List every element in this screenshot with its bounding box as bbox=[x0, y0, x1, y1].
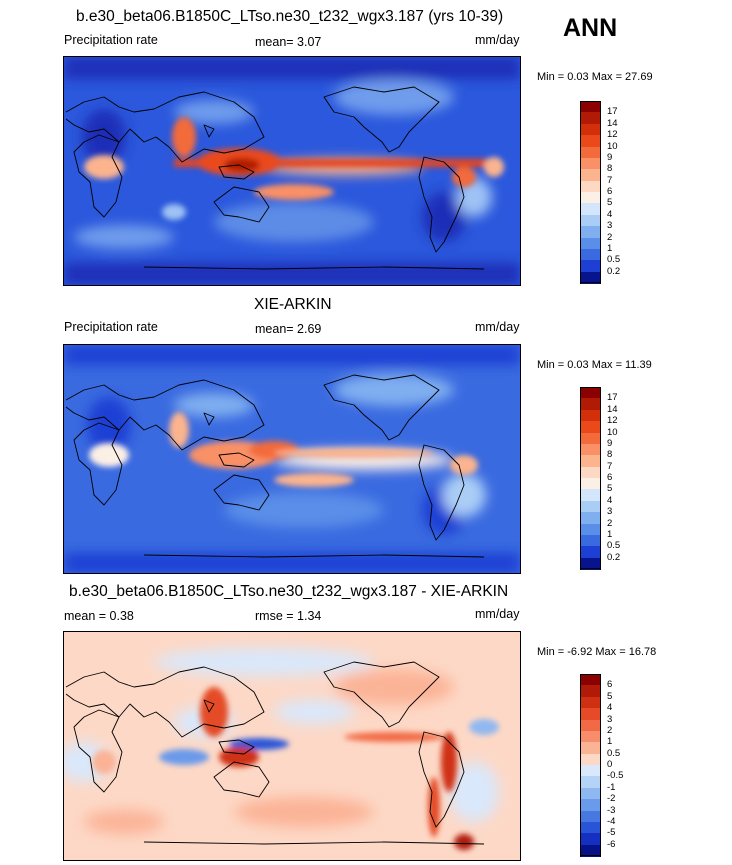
panel2-variable-label: Precipitation rate bbox=[64, 320, 158, 334]
panel2-map bbox=[63, 344, 521, 574]
colorbar-tick-label: 4 bbox=[607, 494, 613, 506]
colorbar-tick-label: 2 bbox=[607, 231, 613, 243]
colorbar-tick-label: 9 bbox=[607, 437, 613, 449]
colorbar-tick-label: 0.5 bbox=[607, 254, 621, 266]
colorbar-tick-label: 14 bbox=[607, 403, 618, 415]
panel1-variable-label: Precipitation rate bbox=[64, 33, 158, 47]
panel2-mean-label: mean= 2.69 bbox=[255, 322, 322, 336]
colorbar-tick-label: 0 bbox=[607, 759, 613, 770]
panel1-map-field bbox=[64, 57, 520, 285]
panel1-mean-label: mean= 3.07 bbox=[255, 35, 322, 49]
panel3-title: b.e30_beta06.B1850C_LTso.ne30_t232_wgx3.… bbox=[69, 583, 509, 600]
colorbar-tick-label: 4 bbox=[607, 702, 613, 714]
colorbar-tick-label: 5 bbox=[607, 197, 613, 209]
colorbar-tick-label: 3 bbox=[607, 220, 613, 232]
colorbar-tick-label: 4 bbox=[607, 208, 613, 220]
colorbar-tick-label: -2 bbox=[607, 793, 616, 805]
colorbar-tick-label: -5 bbox=[607, 827, 616, 839]
season-label: ANN bbox=[563, 14, 618, 42]
panel1-minmax-label: Min = 0.03 Max = 27.69 bbox=[537, 71, 653, 83]
panel3-colorbar: 6 5 4 3 2 1 0.5 0 -0.5 -1 -2 -3 -4 -5 -6 bbox=[580, 674, 640, 857]
colorbar-tick-label: 7 bbox=[607, 174, 613, 186]
panel3-minmax-label: Min = -6.92 Max = 16.78 bbox=[537, 646, 657, 658]
colorbar-tick-label: 7 bbox=[607, 460, 613, 472]
colorbar-tick-label: 0.5 bbox=[607, 540, 621, 552]
colorbar-tick-label: 0.5 bbox=[607, 747, 621, 759]
colorbar-tick-label: 2 bbox=[607, 517, 613, 529]
colorbar-tick-label: 6 bbox=[607, 186, 613, 197]
colorbar-tick-label: 3 bbox=[607, 506, 613, 518]
panel1-colorbar: 17 14 12 10 9 8 7 6 5 4 3 2 1 0.5 0.2 bbox=[580, 101, 640, 284]
panel2-units-label: mm/day bbox=[475, 320, 520, 334]
panel3-units-label: mm/day bbox=[475, 607, 520, 621]
colorbar-tick-label: 0.2 bbox=[607, 551, 621, 563]
colorbar-tick-label: 8 bbox=[607, 449, 613, 461]
colorbar-tick-label: 1 bbox=[607, 528, 613, 540]
panel2-colorbar-frame bbox=[580, 387, 601, 569]
panel1-title: b.e30_beta06.B1850C_LTso.ne30_t232_wgx3.… bbox=[76, 8, 504, 25]
panel2-minmax-label: Min = 0.03 Max = 11.39 bbox=[537, 359, 652, 371]
panel3-map-field bbox=[64, 632, 520, 860]
colorbar-tick-label: 5 bbox=[607, 690, 613, 702]
panel3-map bbox=[63, 631, 521, 861]
colorbar-tick-label: 10 bbox=[607, 140, 618, 152]
colorbar-tick-label: 5 bbox=[607, 483, 613, 495]
colorbar-tick-label: 12 bbox=[607, 129, 618, 141]
colorbar-tick-label: -3 bbox=[607, 804, 616, 816]
panel2-title: XIE-ARKIN bbox=[254, 296, 332, 313]
colorbar-tick-label: 8 bbox=[607, 163, 613, 175]
colorbar-tick-label: -1 bbox=[607, 781, 616, 793]
colorbar-tick-label: 1 bbox=[607, 736, 613, 748]
panel1-units-label: mm/day bbox=[475, 33, 520, 47]
colorbar-tick-label: 17 bbox=[607, 392, 618, 404]
colorbar-tick-label: 17 bbox=[607, 106, 618, 118]
colorbar-tick-label: 1 bbox=[607, 242, 613, 254]
colorbar-tick-label: -0.5 bbox=[607, 770, 624, 782]
colorbar-tick-label: 6 bbox=[607, 472, 613, 483]
panel3-mean-label: mean = 0.38 bbox=[64, 609, 134, 623]
panel3-colorbar-frame bbox=[580, 674, 601, 856]
colorbar-tick-label: 3 bbox=[607, 713, 613, 725]
panel2-map-field bbox=[64, 345, 520, 573]
colorbar-tick-label: 12 bbox=[607, 415, 618, 427]
colorbar-tick-label: 14 bbox=[607, 117, 618, 129]
colorbar-tick-label: 0.2 bbox=[607, 265, 621, 277]
panel3-rmse-label: rmse = 1.34 bbox=[255, 609, 322, 623]
colorbar-tick-label: 6 bbox=[607, 679, 613, 691]
colorbar-tick-label: 2 bbox=[607, 724, 613, 736]
colorbar-tick-label: -4 bbox=[607, 815, 616, 827]
panel1-map bbox=[63, 56, 521, 286]
colorbar-tick-label: -6 bbox=[607, 838, 616, 850]
colorbar-tick-label: 9 bbox=[607, 151, 613, 163]
panel2-colorbar: 17 14 12 10 9 8 7 6 5 4 3 2 1 0.5 0.2 bbox=[580, 387, 640, 570]
panel1-colorbar-frame bbox=[580, 101, 601, 283]
colorbar-tick-label: 10 bbox=[607, 426, 618, 438]
